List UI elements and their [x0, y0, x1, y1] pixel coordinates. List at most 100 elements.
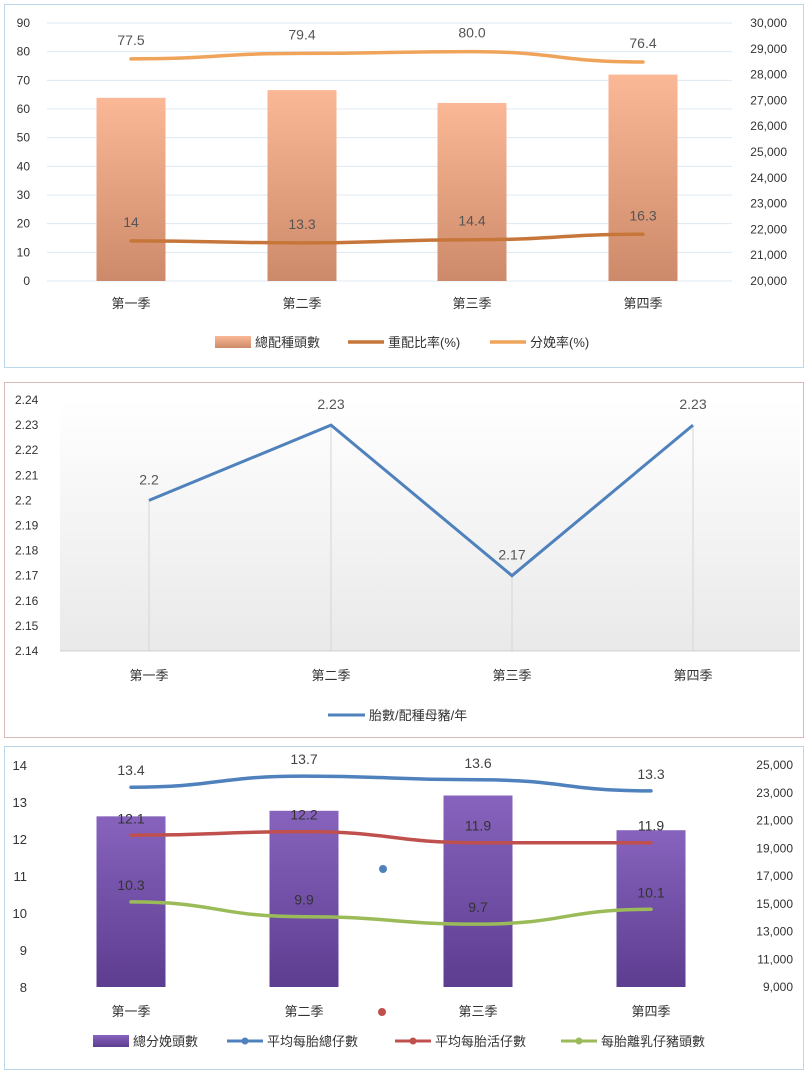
data-label: 13.3 — [637, 766, 664, 782]
data-label: 2.17 — [498, 547, 525, 563]
data-label: 13.6 — [464, 755, 491, 771]
y-tick-label-left: 10 — [17, 245, 31, 259]
y-tick-label: 2.14 — [15, 644, 39, 658]
y-tick-label: 2.16 — [15, 594, 39, 608]
y-tick-label-right: 19,000 — [756, 841, 793, 855]
farrowing-chart-svg: 8 9 10 11 12 13 14 9,000 11,000 13,000 15,000 17,00… — [13, 751, 794, 1049]
data-label: 77.5 — [117, 32, 144, 48]
x-tick-label: 第一季 — [111, 296, 150, 311]
y-tick-label-left: 10 — [13, 906, 27, 921]
data-label: 10.1 — [637, 884, 664, 900]
y-tick-label-left: 50 — [17, 131, 31, 145]
y-tick-label-right: 23,000 — [750, 197, 787, 211]
y-tick-label-left: 11 — [14, 869, 28, 884]
y-tick-label-left: 9 — [20, 943, 27, 958]
bar — [437, 102, 507, 281]
data-label: 2.23 — [679, 396, 706, 412]
y-tick-label-right: 20,000 — [750, 274, 787, 288]
bar — [443, 795, 513, 987]
y-tick-label: 2.19 — [15, 519, 39, 533]
y-tick-label-right: 28,000 — [750, 68, 787, 82]
y-tick-label: 2.17 — [15, 569, 39, 583]
y-tick-label-left: 8 — [20, 980, 27, 995]
y-tick-label-right: 11,000 — [757, 952, 793, 966]
y-tick-label-left: 30 — [17, 188, 31, 202]
data-label: 11.9 — [465, 818, 491, 834]
legend-marker — [241, 1037, 249, 1045]
y-tick-label-left: 80 — [17, 45, 31, 59]
data-label: 9.7 — [468, 899, 488, 915]
x-tick-label: 第一季 — [111, 1004, 150, 1019]
x-tick-label: 第二季 — [311, 668, 350, 683]
y-tick-label-right: 21,000 — [756, 814, 793, 828]
y-tick-label-right: 21,000 — [750, 248, 787, 262]
y-tick-label-left: 14 — [13, 758, 27, 773]
y-tick-label-right: 13,000 — [756, 925, 793, 939]
total-born-line — [129, 774, 653, 793]
y-tick-label-left: 13 — [13, 795, 27, 810]
x-tick-label: 第四季 — [631, 1004, 670, 1019]
bar — [267, 90, 337, 281]
rebreed-rate-line — [129, 232, 645, 245]
weaned-line — [129, 900, 653, 926]
x-tick-label: 第四季 — [673, 668, 712, 683]
y-tick-label-left: 20 — [17, 217, 31, 231]
legend-swatch — [215, 336, 251, 348]
legend-label: 胎數/配種母豬/年 — [369, 708, 467, 723]
legend-label: 總分娩頭數 — [133, 1034, 198, 1049]
chart-panel-farrowing: 8 9 10 11 12 13 14 9,000 11,000 13,000 15,000 17,00… — [4, 746, 804, 1070]
chart-panel-breeding: 0 10 20 30 40 50 60 70 80 90 20,000 21,000 22,000 23,… — [4, 4, 804, 368]
y-tick-label-right: 27,000 — [750, 93, 787, 107]
data-label: 13.4 — [117, 762, 144, 778]
x-tick-label: 第三季 — [492, 668, 531, 683]
legend-label: 每胎離乳仔豬頭數 — [601, 1034, 705, 1049]
data-label: 9.9 — [294, 892, 314, 908]
y-tick-label: 2.22 — [15, 443, 39, 457]
marker-dot — [379, 865, 387, 873]
data-label: 10.3 — [117, 877, 144, 893]
legend-marker — [575, 1037, 583, 1045]
x-tick-label: 第二季 — [282, 296, 321, 311]
y-tick-label-left: 40 — [17, 159, 31, 173]
y-tick-label-right: 24,000 — [750, 171, 787, 185]
x-tick-label: 第二季 — [284, 1004, 323, 1019]
y-tick-label-right: 17,000 — [756, 869, 793, 883]
y-tick-label-left: 0 — [23, 274, 30, 288]
data-label: 79.4 — [288, 26, 315, 42]
data-label: 14 — [123, 214, 139, 230]
y-tick-label: 2.24 — [15, 393, 39, 407]
data-label: 12.2 — [290, 807, 317, 823]
legend-swatch — [93, 1035, 129, 1047]
x-tick-label: 第一季 — [129, 668, 168, 683]
y-tick-label-left: 60 — [17, 102, 31, 116]
data-label: 80.0 — [458, 25, 485, 41]
legend-label: 平均每胎活仔數 — [435, 1034, 526, 1049]
data-label: 2.2 — [139, 471, 159, 487]
data-label: 13.7 — [290, 751, 317, 767]
y-tick-label-right: 30,000 — [750, 16, 787, 30]
plot-area — [60, 400, 800, 651]
y-tick-label-right: 9,000 — [763, 980, 793, 994]
y-tick-label-right: 25,000 — [750, 145, 787, 159]
litters-chart-svg: 2.14 2.15 2.16 2.17 2.18 2.19 2.2 2.21 2.22 2.23 2… — [15, 393, 800, 723]
y-tick-label-right: 23,000 — [756, 786, 793, 800]
litters-line — [148, 423, 694, 578]
breeding-chart-svg: 0 10 20 30 40 50 60 70 80 90 20,000 21,000 22,000 23,… — [17, 16, 788, 350]
legend-label: 重配比率(%) — [388, 335, 460, 350]
y-tick-label: 2.2 — [15, 493, 32, 507]
data-label: 76.4 — [629, 35, 656, 51]
farrowing-rate-line — [129, 49, 645, 64]
legend-label: 平均每胎總仔數 — [267, 1034, 358, 1049]
chart-panel-litters: 2.14 2.15 2.16 2.17 2.18 2.19 2.2 2.21 2.22 2.23 2… — [4, 382, 804, 738]
data-label: 14.4 — [458, 213, 485, 229]
legend-label: 分娩率(%) — [530, 335, 589, 350]
data-label: 12.1 — [117, 810, 144, 826]
data-label: 2.23 — [317, 396, 344, 412]
x-tick-label: 第四季 — [623, 296, 662, 311]
data-label: 16.3 — [629, 207, 656, 223]
y-tick-label-right: 26,000 — [750, 119, 787, 133]
y-tick-label-right: 22,000 — [750, 222, 787, 236]
data-label: 11.9 — [638, 818, 664, 834]
y-tick-label: 2.18 — [15, 544, 39, 558]
data-label: 13.3 — [288, 216, 315, 232]
